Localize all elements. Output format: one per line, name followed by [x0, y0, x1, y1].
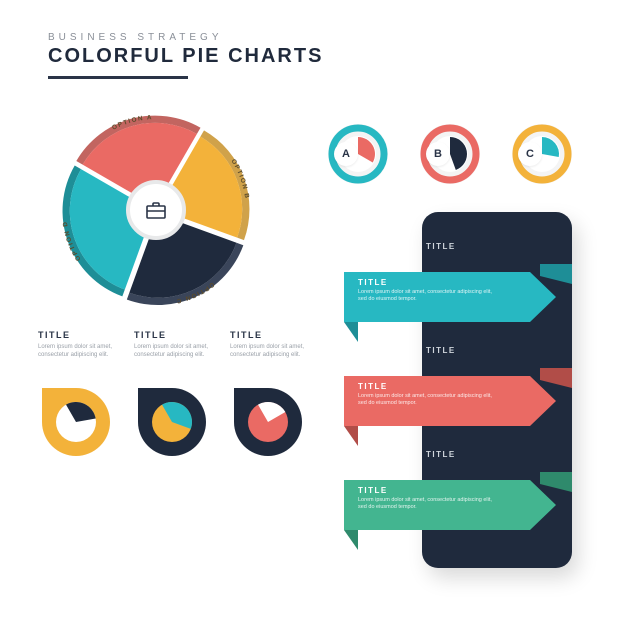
arrow-shape [344, 368, 572, 454]
badge-a-letter: A [334, 142, 358, 166]
column-1-title: TITLE [38, 330, 120, 340]
drop-3-chart [230, 384, 306, 460]
header-subtitle: BUSINESS STRATEGY [48, 32, 626, 43]
column-2: TITLE Lorem ipsum dolor sit amet, consec… [134, 330, 216, 460]
drop-2-chart [134, 384, 210, 460]
badge-b-letter: B [426, 142, 450, 166]
arrow-row: TITLETITLE Lorem ipsum dolor sit amet, co… [344, 264, 572, 330]
main-pie-center [126, 180, 186, 240]
column-3-body: Lorem ipsum dolor sit amet, consectetur … [230, 343, 312, 360]
arrow-body: Lorem ipsum dolor sit amet, consectetur … [358, 289, 498, 304]
drop-3 [230, 384, 306, 460]
arrow-title: TITLE [358, 486, 498, 495]
arrow-row: TITLETITLE Lorem ipsum dolor sit amet, co… [344, 368, 572, 434]
arrow-title-over: TITLE [426, 346, 456, 355]
arrow-title: TITLE [358, 278, 498, 287]
arrow-shape [344, 264, 572, 350]
column-2-body: Lorem ipsum dolor sit amet, consectetur … [134, 343, 216, 360]
briefcase-icon [144, 198, 168, 222]
drop-1-chart [38, 384, 114, 460]
header-underline [48, 76, 188, 79]
badge-c: C [510, 122, 574, 186]
arrow-shape [344, 472, 572, 558]
arrow-text: TITLE Lorem ipsum dolor sit amet, consect… [358, 278, 498, 304]
column-1-body: Lorem ipsum dolor sit amet, consectetur … [38, 343, 120, 360]
three-columns: TITLE Lorem ipsum dolor sit amet, consec… [38, 330, 312, 460]
phone-panel: TITLE TITLE Lorem ipsum dolor sit amet, co… [344, 212, 572, 568]
column-3: TITLE Lorem ipsum dolor sit amet, consec… [230, 330, 312, 460]
drop-1 [38, 384, 114, 460]
column-3-title: TITLE [230, 330, 312, 340]
drop-2 [134, 384, 210, 460]
arrow-row: TITLETITLE Lorem ipsum dolor sit amet, co… [344, 472, 572, 538]
arrow-body: Lorem ipsum dolor sit amet, consectetur … [358, 497, 498, 512]
header-title: COLORFUL PIE CHARTS [48, 45, 626, 68]
arrow-title-over: TITLE [426, 242, 456, 251]
badge-a: A [326, 122, 390, 186]
main-pie-chart: OPTION AOPTION BOPTION COPTION D [56, 110, 256, 310]
badge-c-letter: C [518, 142, 542, 166]
arrow-body: Lorem ipsum dolor sit amet, consectetur … [358, 393, 498, 408]
arrow-text: TITLE Lorem ipsum dolor sit amet, consect… [358, 486, 498, 512]
arrow-title-over: TITLE [426, 450, 456, 459]
arrow-title: TITLE [358, 382, 498, 391]
column-1: TITLE Lorem ipsum dolor sit amet, consec… [38, 330, 120, 460]
column-2-title: TITLE [134, 330, 216, 340]
header: BUSINESS STRATEGY COLORFUL PIE CHARTS [0, 0, 626, 79]
badge-row: A B C [326, 122, 574, 186]
badge-b: B [418, 122, 482, 186]
arrow-text: TITLE Lorem ipsum dolor sit amet, consect… [358, 382, 498, 408]
